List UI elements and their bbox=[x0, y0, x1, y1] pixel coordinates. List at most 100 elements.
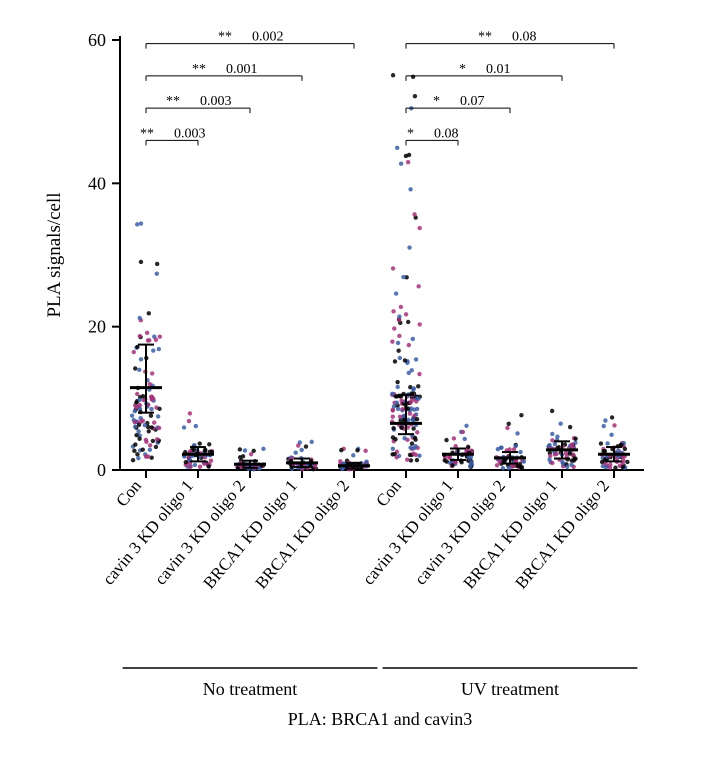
data-point bbox=[139, 357, 143, 361]
data-point bbox=[555, 435, 559, 439]
data-point bbox=[138, 334, 142, 338]
data-point bbox=[550, 409, 554, 413]
data-point bbox=[613, 466, 617, 470]
data-point bbox=[394, 291, 398, 295]
data-point bbox=[393, 359, 397, 363]
data-point bbox=[405, 457, 409, 461]
data-point bbox=[461, 430, 465, 434]
data-point bbox=[157, 347, 161, 351]
scatter-chart: 0204060PLA signals/cellConcavin 3 KD oli… bbox=[0, 0, 704, 777]
data-point bbox=[241, 454, 245, 458]
data-point bbox=[293, 451, 297, 455]
data-point bbox=[452, 436, 456, 440]
data-point bbox=[522, 459, 526, 463]
data-point bbox=[610, 415, 614, 419]
sig-pvalue: 0.001 bbox=[226, 62, 258, 77]
data-point bbox=[569, 463, 573, 467]
data-point bbox=[149, 414, 153, 418]
data-point bbox=[304, 444, 308, 448]
data-point bbox=[397, 318, 401, 322]
data-point bbox=[411, 337, 415, 341]
data-point bbox=[157, 407, 161, 411]
data-point bbox=[398, 414, 402, 418]
x-tick-label: Con bbox=[112, 476, 145, 510]
sig-stars: ** bbox=[192, 62, 206, 77]
data-point bbox=[158, 334, 162, 338]
data-point bbox=[184, 460, 188, 464]
data-point bbox=[616, 449, 620, 453]
data-point bbox=[145, 331, 149, 335]
data-point bbox=[149, 407, 153, 411]
data-point bbox=[135, 452, 139, 456]
data-point bbox=[415, 417, 419, 421]
data-point bbox=[150, 371, 154, 375]
data-point bbox=[137, 423, 141, 427]
data-point bbox=[141, 394, 145, 398]
data-point bbox=[400, 407, 404, 411]
data-point bbox=[550, 438, 554, 442]
data-point bbox=[415, 407, 419, 411]
y-axis-label: PLA signals/cell bbox=[44, 192, 65, 317]
data-point bbox=[391, 73, 395, 77]
data-point bbox=[395, 146, 399, 150]
data-point bbox=[139, 221, 143, 225]
data-point bbox=[409, 458, 413, 462]
data-point bbox=[408, 400, 412, 404]
data-point bbox=[339, 448, 343, 452]
data-point bbox=[203, 447, 207, 451]
data-point bbox=[408, 412, 412, 416]
data-point bbox=[355, 448, 359, 452]
data-point bbox=[444, 438, 448, 442]
data-point bbox=[558, 421, 562, 425]
data-point bbox=[396, 407, 400, 411]
sig-pvalue: 0.002 bbox=[252, 30, 284, 45]
data-point bbox=[402, 436, 406, 440]
data-point bbox=[553, 442, 557, 446]
data-point bbox=[340, 467, 344, 471]
data-point bbox=[149, 425, 153, 429]
data-point bbox=[132, 449, 136, 453]
data-point bbox=[612, 423, 616, 427]
x-tick-label: BRCA1 KD oligo 2 bbox=[511, 476, 613, 592]
data-point bbox=[401, 275, 405, 279]
data-point bbox=[391, 447, 395, 451]
data-point bbox=[398, 356, 402, 360]
data-point bbox=[507, 422, 511, 426]
data-point bbox=[209, 458, 213, 462]
data-point bbox=[148, 448, 152, 452]
data-point bbox=[198, 465, 202, 469]
data-point bbox=[198, 441, 202, 445]
data-point bbox=[497, 460, 501, 464]
data-point bbox=[296, 443, 300, 447]
data-point bbox=[408, 187, 412, 191]
data-point bbox=[147, 338, 151, 342]
sig-pvalue: 0.01 bbox=[486, 62, 511, 77]
data-point bbox=[243, 448, 247, 452]
data-point bbox=[550, 461, 554, 465]
data-point bbox=[133, 366, 137, 370]
data-point bbox=[133, 409, 137, 413]
data-point bbox=[495, 463, 499, 467]
data-point bbox=[623, 447, 627, 451]
data-point bbox=[139, 260, 143, 264]
data-point bbox=[130, 414, 134, 418]
data-point bbox=[154, 338, 158, 342]
data-point bbox=[519, 413, 523, 417]
data-point bbox=[236, 467, 240, 471]
x-tick-label: cavin 3 KD oligo 2 bbox=[151, 476, 249, 588]
y-tick-label: 20 bbox=[88, 317, 106, 337]
data-point bbox=[399, 398, 403, 402]
group-label: UV treatment bbox=[461, 679, 559, 699]
data-point bbox=[391, 408, 395, 412]
y-tick-label: 60 bbox=[88, 30, 106, 50]
subtitle-label: PLA: BRCA1 and cavin3 bbox=[288, 709, 473, 729]
data-point bbox=[407, 245, 411, 249]
sig-stars: ** bbox=[478, 30, 492, 45]
sig-stars: * bbox=[407, 126, 414, 141]
data-point bbox=[154, 445, 158, 449]
sig-stars: * bbox=[459, 62, 466, 77]
data-point bbox=[505, 426, 509, 430]
data-point bbox=[406, 160, 410, 164]
data-point bbox=[187, 419, 191, 423]
data-point bbox=[412, 446, 416, 450]
